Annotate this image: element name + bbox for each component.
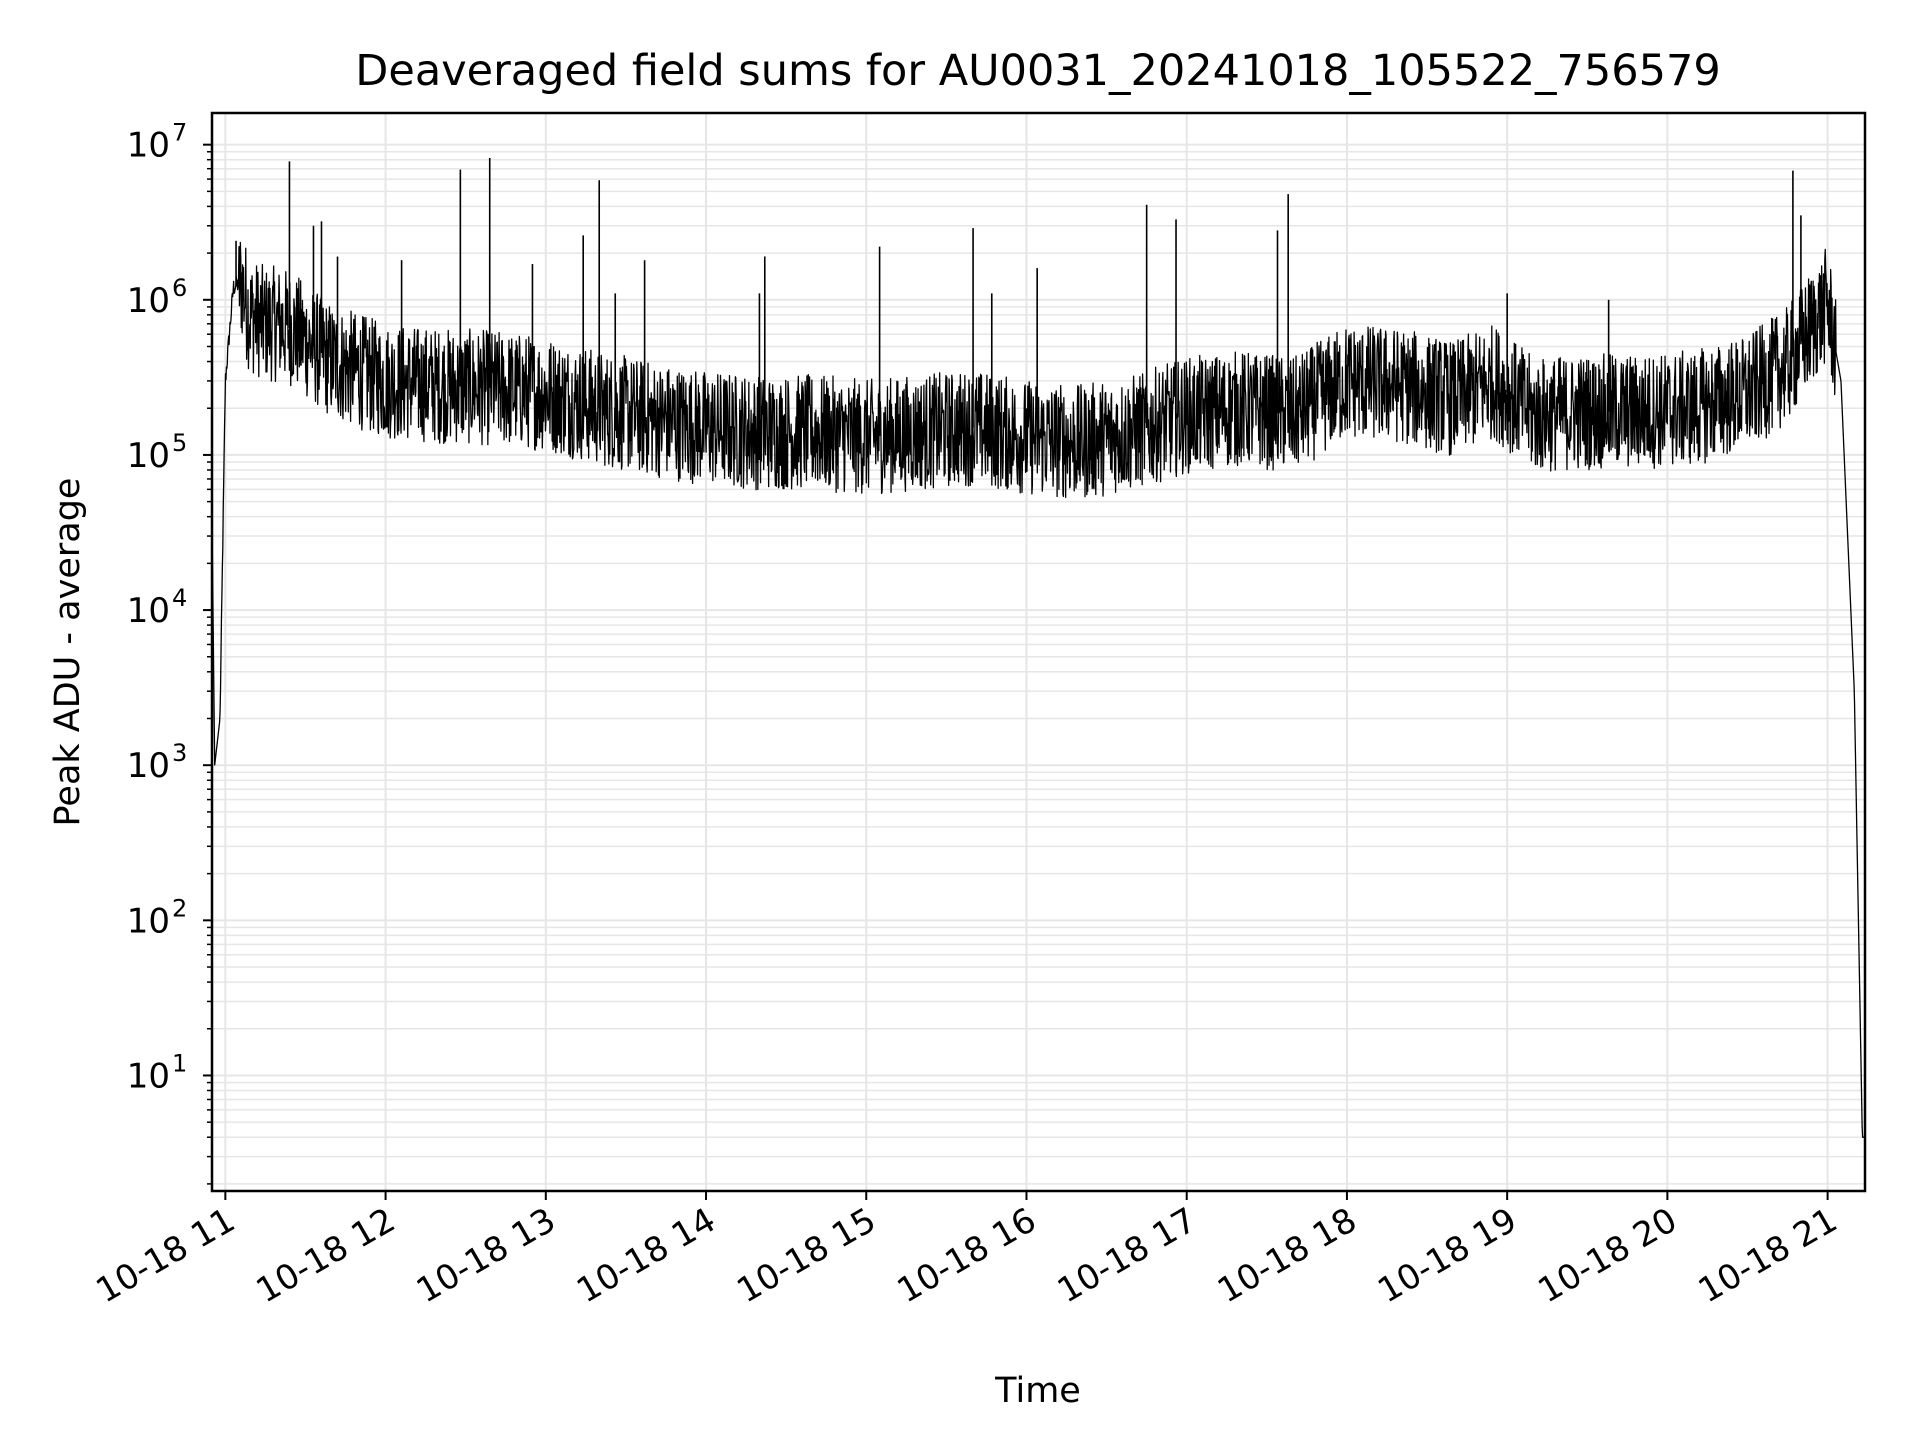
y-tick-exponent: 6 bbox=[172, 274, 187, 302]
y-tick-label: 10 bbox=[127, 746, 170, 786]
series-line bbox=[211, 241, 1866, 1138]
y-tick-exponent: 3 bbox=[172, 739, 187, 767]
y-tick-label: 10 bbox=[127, 901, 170, 941]
data-series bbox=[211, 158, 1866, 1138]
y-tick-label: 10 bbox=[127, 281, 170, 321]
grid-lines bbox=[212, 113, 1865, 1191]
x-axis-label: Time bbox=[994, 1371, 1081, 1411]
y-tick-exponent: 1 bbox=[172, 1049, 187, 1077]
y-tick-exponent: 4 bbox=[172, 584, 187, 612]
y-tick-label: 10 bbox=[127, 1056, 170, 1096]
y-tick-label: 10 bbox=[127, 591, 170, 631]
y-tick-label: 10 bbox=[127, 436, 170, 476]
chart-title: Deaveraged field sums for AU0031_2024101… bbox=[355, 46, 1720, 96]
y-tick-exponent: 5 bbox=[172, 429, 187, 457]
plot-frame bbox=[210, 111, 1867, 1193]
y-tick-exponent: 7 bbox=[172, 119, 187, 147]
y-tick-label: 10 bbox=[127, 126, 170, 166]
y-axis-label: Peak ADU - average bbox=[48, 478, 88, 827]
y-tick-exponent: 2 bbox=[172, 894, 187, 922]
